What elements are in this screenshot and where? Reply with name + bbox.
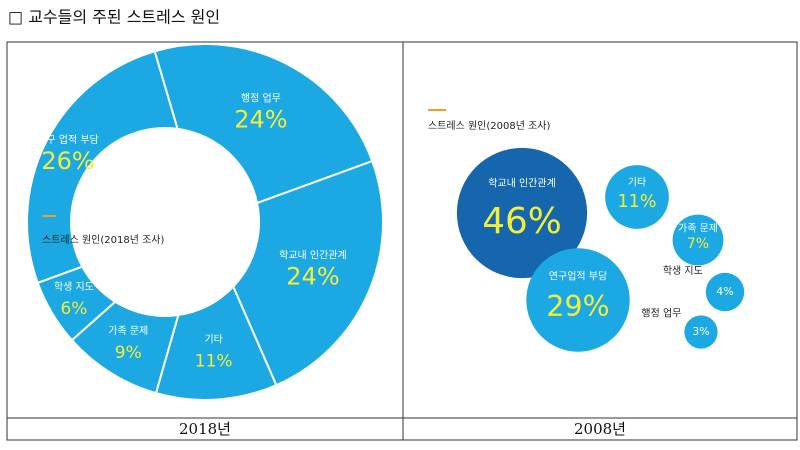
legend-title: 스트레스 원인(2008년 조사) [428,120,551,132]
page-title: □ 교수들의 주된 스트레스 원인 [8,8,220,27]
value-label: 11% [195,351,233,371]
caption: 2008년 [574,420,626,438]
value-label: 3% [692,325,709,338]
bubble [672,214,724,266]
value-label: 24% [234,105,287,133]
donut-segment [154,219,278,401]
caption: 2018년 [179,420,231,438]
value-label: 7% [687,236,709,252]
category-label: 가족 문제 [678,223,718,235]
category-label: 학생 지도 [54,281,94,293]
category-label: 기타 [628,177,646,189]
category-label: 학교내 인간관계 [488,178,556,190]
legend-title: 스트레스 원인(2018년 조사) [42,234,165,246]
value-label: 46% [482,201,562,242]
value-label: 29% [546,290,609,323]
frame [6,41,798,441]
bubble [526,248,630,352]
category-label: 연구 업적 부담 [37,133,99,146]
donut-hole [70,127,260,317]
value-label: 26% [41,147,94,175]
category-label: 행정 업무 [241,91,281,104]
bubble [456,147,588,279]
value-label: 6% [60,299,87,319]
value-label: 4% [716,285,733,298]
category-label: 연구업적 부담 [549,270,607,283]
bubble [684,315,718,349]
category-label: 가족 문제 [108,325,148,337]
bubble [705,272,745,312]
category-label: 학생 지도 [663,265,703,277]
category-label: 기타 [204,333,222,345]
category-label: 학교내 인간관계 [279,249,347,261]
bubble [605,165,669,229]
value-label: 9% [115,343,142,363]
value-label: 11% [618,192,657,212]
value-label: 24% [286,262,339,290]
category-label: 행정 업무 [641,306,681,319]
